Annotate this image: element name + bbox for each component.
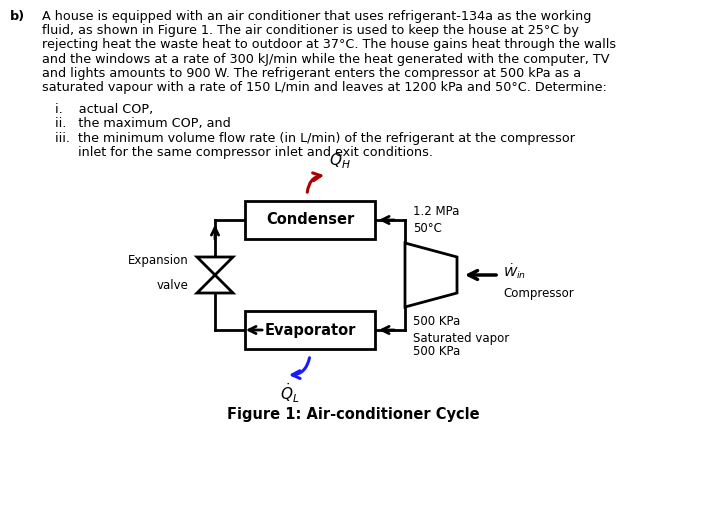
Text: A house is equipped with an air conditioner that uses refrigerant-134a as the wo: A house is equipped with an air conditio… [42, 10, 591, 23]
Text: and lights amounts to 900 W. The refrigerant enters the compressor at 500 kPa as: and lights amounts to 900 W. The refrige… [42, 67, 581, 80]
Text: Condenser: Condenser [266, 213, 354, 228]
Text: Figure 1: Air-conditioner Cycle: Figure 1: Air-conditioner Cycle [227, 407, 480, 422]
Bar [245, 201, 375, 239]
Text: 500 KPa: 500 KPa [413, 345, 460, 358]
Text: 1.2 MPa: 1.2 MPa [413, 205, 460, 218]
Text: b): b) [10, 10, 25, 23]
Text: i.    actual COP,: i. actual COP, [55, 103, 153, 116]
Text: fluid, as shown in Figure 1. The air conditioner is used to keep the house at 25: fluid, as shown in Figure 1. The air con… [42, 24, 579, 37]
Text: rejecting heat the waste heat to outdoor at 37°C. The house gains heat through t: rejecting heat the waste heat to outdoor… [42, 39, 616, 52]
Text: Evaporator: Evaporator [264, 322, 356, 337]
Text: Saturated vapor: Saturated vapor [413, 332, 509, 345]
Text: and the windows at a rate of 300 kJ/min while the heat generated with the comput: and the windows at a rate of 300 kJ/min … [42, 53, 609, 65]
Text: inlet for the same compressor inlet and exit conditions.: inlet for the same compressor inlet and … [78, 146, 433, 159]
Text: Expansion: Expansion [128, 254, 189, 267]
Polygon shape [197, 257, 233, 275]
Text: 50°C: 50°C [413, 222, 442, 235]
Text: $\dot{Q}_H$: $\dot{Q}_H$ [329, 147, 351, 171]
Text: iii.  the minimum volume flow rate (in L/min) of the refrigerant at the compress: iii. the minimum volume flow rate (in L/… [55, 132, 575, 145]
Text: 500 KPa: 500 KPa [413, 315, 460, 328]
Text: valve: valve [157, 279, 189, 292]
Text: $\dot{Q}_L$: $\dot{Q}_L$ [280, 381, 300, 405]
Text: Compressor: Compressor [503, 287, 574, 300]
Polygon shape [405, 243, 457, 307]
Text: $\dot{W}_{in}$: $\dot{W}_{in}$ [503, 263, 526, 281]
Text: ii.   the maximum COP, and: ii. the maximum COP, and [55, 117, 230, 130]
Bar [245, 311, 375, 349]
Polygon shape [197, 275, 233, 293]
Text: saturated vapour with a rate of 150 L/min and leaves at 1200 kPa and 50°C. Deter: saturated vapour with a rate of 150 L/mi… [42, 81, 607, 94]
